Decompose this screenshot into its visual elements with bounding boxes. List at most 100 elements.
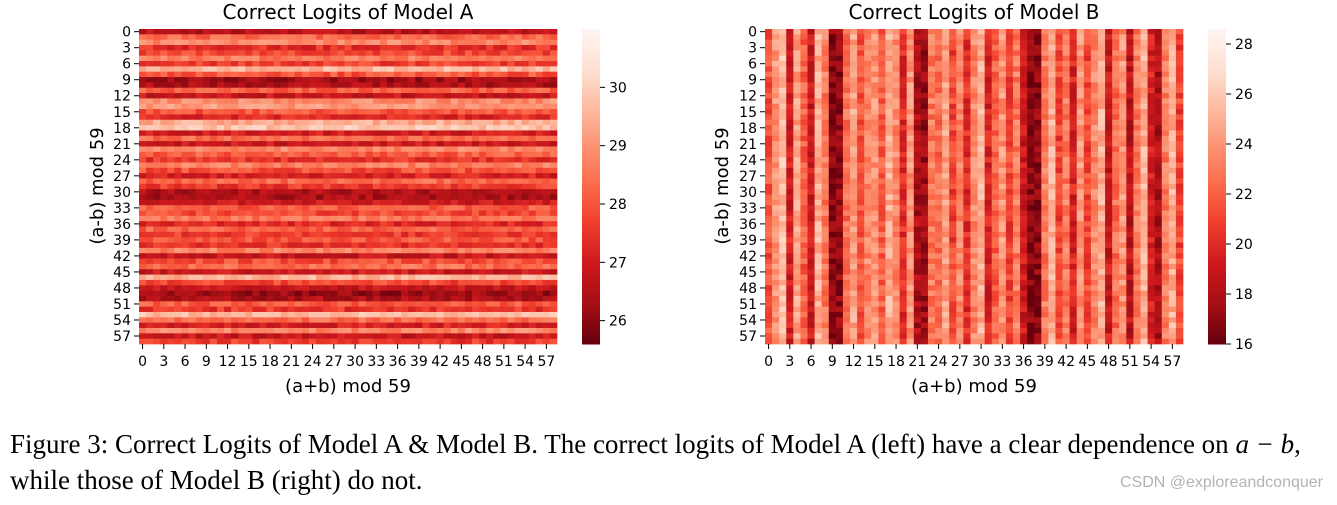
- heatmap-cell: [344, 130, 352, 137]
- heatmap-cell: [436, 55, 444, 62]
- heatmap-cell: [977, 114, 985, 121]
- heatmap-cell: [287, 226, 296, 233]
- colorbar-segment: [582, 131, 600, 135]
- heatmap-cell: [1090, 87, 1099, 94]
- heatmap-cell: [899, 50, 908, 57]
- heatmap-cell: [471, 205, 480, 211]
- heatmap-cell: [1055, 50, 1063, 57]
- heatmap-cell: [899, 71, 908, 78]
- heatmap-cell: [1012, 98, 1021, 105]
- heatmap-cell: [209, 157, 218, 163]
- heatmap-cell: [507, 253, 515, 259]
- heatmap-cell: [1126, 39, 1134, 46]
- heatmap-cell: [309, 290, 317, 297]
- heatmap-cell: [1105, 45, 1113, 51]
- heatmap-cell: [280, 130, 289, 137]
- heatmap-cell: [280, 285, 289, 291]
- heatmap-cell: [1119, 141, 1127, 147]
- heatmap-cell: [1012, 55, 1021, 62]
- heatmap-cell: [549, 338, 558, 345]
- heatmap-cell: [202, 306, 211, 313]
- heatmap-cell: [479, 285, 487, 291]
- heatmap-cell: [330, 135, 338, 142]
- heatmap-cell: [1105, 82, 1113, 89]
- heatmap-cell: [316, 205, 324, 211]
- heatmap-cell: [1034, 103, 1042, 110]
- heatmap-cell: [330, 119, 338, 126]
- heatmap-cell: [160, 253, 168, 259]
- heatmap-cell: [415, 39, 423, 46]
- heatmap-cell: [273, 295, 282, 302]
- heatmap-cell: [280, 253, 289, 259]
- heatmap-cell: [301, 173, 310, 179]
- heatmap-cell: [1097, 109, 1106, 115]
- heatmap-cell: [287, 247, 296, 254]
- heatmap-cell: [464, 338, 473, 345]
- heatmap-cell: [365, 82, 374, 89]
- heatmap-cell: [479, 98, 487, 105]
- heatmap-cell: [486, 39, 494, 46]
- heatmap-cell: [500, 135, 508, 142]
- heatmap-cell: [464, 141, 473, 147]
- heatmap-cell: [1027, 29, 1035, 35]
- heatmap-cell: [139, 221, 147, 227]
- heatmap-cell: [1168, 87, 1177, 94]
- heatmap-cell: [245, 322, 253, 329]
- heatmap-cell: [146, 338, 154, 345]
- heatmap-cell: [266, 258, 274, 265]
- heatmap-cell: [259, 279, 267, 286]
- heatmap-cell: [1034, 39, 1042, 46]
- heatmap-cell: [238, 194, 246, 201]
- heatmap-cell: [828, 45, 837, 51]
- heatmap-cell: [287, 279, 296, 286]
- heatmap-cell: [521, 279, 530, 286]
- heatmap-cell: [514, 263, 522, 270]
- heatmap-cell: [935, 39, 943, 46]
- heatmap-cell: [457, 263, 466, 270]
- colorbar-segment: [582, 233, 600, 237]
- heatmap-cell: [287, 199, 296, 206]
- heatmap-cell: [394, 34, 402, 41]
- heatmap-cell: [139, 210, 147, 217]
- heatmap-cell: [1147, 114, 1156, 121]
- heatmap-cell: [139, 306, 147, 313]
- heatmap-cell: [507, 285, 515, 291]
- heatmap-cell: [906, 114, 915, 121]
- x-tick-label: 27: [325, 354, 343, 370]
- heatmap-cell: [549, 34, 558, 41]
- heatmap-cell: [521, 333, 530, 340]
- heatmap-cell: [394, 55, 402, 62]
- heatmap-cell: [160, 39, 168, 46]
- heatmap-cell: [991, 87, 1000, 94]
- heatmap-cell: [1168, 77, 1177, 83]
- heatmap-cell: [493, 71, 501, 78]
- heatmap-cell: [394, 247, 402, 254]
- heatmap-cell: [479, 210, 487, 217]
- heatmap-cell: [174, 199, 182, 206]
- heatmap-cell: [273, 290, 282, 297]
- heatmap-cell: [913, 98, 922, 105]
- heatmap-cell: [153, 295, 161, 302]
- heatmap-cell: [273, 178, 282, 185]
- heatmap-cell: [535, 317, 544, 323]
- heatmap-cell: [486, 87, 494, 94]
- heatmap-cell: [450, 205, 459, 211]
- heatmap-cell: [963, 125, 971, 131]
- heatmap-cell: [358, 119, 367, 126]
- heatmap-cell: [422, 77, 430, 83]
- heatmap-cell: [828, 50, 837, 57]
- heatmap-cell: [216, 183, 225, 190]
- heatmap-cell: [1069, 77, 1078, 83]
- heatmap-cell: [800, 130, 808, 137]
- heatmap-cell: [195, 50, 204, 57]
- heatmap-cell: [167, 98, 175, 105]
- heatmap-cell: [160, 119, 168, 126]
- heatmap-cell: [1076, 77, 1085, 83]
- heatmap-cell: [814, 125, 823, 131]
- heatmap-cell: [892, 93, 900, 99]
- heatmap-cell: [514, 279, 522, 286]
- heatmap-cell: [415, 157, 423, 163]
- heatmap-cell: [167, 215, 175, 222]
- heatmap-cell: [1020, 87, 1028, 94]
- heatmap-cell: [146, 39, 154, 46]
